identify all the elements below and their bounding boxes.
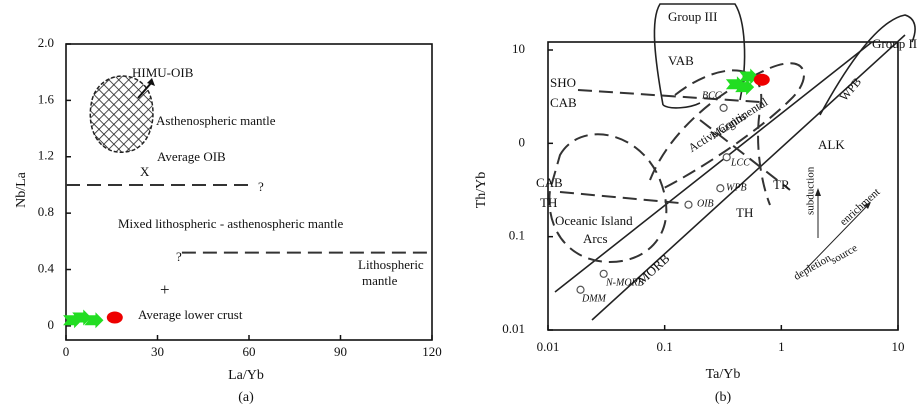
sample-marker: [106, 311, 123, 324]
x-tick-label: 0.1: [657, 339, 673, 354]
y-tick-label: 2.0: [38, 35, 54, 50]
sample-marker: [753, 73, 770, 86]
th-boundary: [559, 191, 691, 205]
x-axis-label: Ta/Yb: [706, 367, 741, 382]
annotation: Mixed lithospheric - asthenospheric mant…: [118, 216, 344, 231]
annotation: WPB: [726, 182, 747, 193]
plot-frame: [547, 41, 899, 331]
annotation: VAB: [668, 53, 694, 68]
arrow: [804, 204, 869, 271]
reference-point: [722, 153, 731, 162]
y-tick-label: 1.6: [38, 91, 55, 106]
annotation: Oceanic Island: [555, 213, 633, 228]
y-tick-label: 0.1: [509, 228, 525, 243]
sample-marker: [84, 312, 104, 329]
x-axis-label: La/Yb: [228, 368, 264, 383]
arrow: [137, 81, 153, 99]
y-tick-label: 0.8: [38, 204, 54, 219]
reference-point: [716, 184, 725, 193]
annotation: source: [829, 242, 860, 267]
y-tick-label: 0: [519, 134, 526, 149]
x-tick-label: 30: [151, 344, 164, 359]
acm-field: [649, 62, 805, 191]
arc-field: [548, 133, 668, 264]
group-ii-field: [819, 14, 916, 116]
cab-boundary: [577, 89, 761, 103]
arrow-head: [864, 202, 871, 209]
annotation: Arcs: [583, 231, 608, 246]
annotation: OIB: [697, 198, 714, 209]
reference-point: [599, 269, 608, 278]
tr-boundary: [699, 119, 791, 191]
annotation: Group III: [668, 9, 717, 24]
y-tick-label: 0.4: [38, 261, 55, 276]
annotation: subduction: [805, 166, 817, 215]
annotation: Group II: [872, 36, 917, 51]
x-tick-label: 10: [892, 339, 905, 354]
annotation: Margins: [708, 109, 749, 142]
annotation: enrichment: [838, 186, 883, 228]
acm-field: [674, 69, 771, 206]
annotation: DMM: [581, 293, 607, 304]
annotation: TR: [773, 177, 790, 192]
x-tick-label: 0.01: [537, 339, 560, 354]
annotation: BCC: [702, 90, 722, 101]
annotation: CAB: [550, 95, 577, 110]
reference-point: [719, 103, 728, 112]
arrow-head: [147, 78, 155, 86]
sample-marker: [735, 79, 755, 96]
reference-point: [684, 200, 693, 209]
annotation: Lithospheric: [358, 257, 424, 272]
annotation: ALK: [818, 137, 845, 152]
x-tick-label: 60: [243, 344, 256, 359]
annotation: TH: [540, 195, 557, 210]
annotation: Average lower crust: [138, 307, 243, 322]
annotation: Asthenospheric mantle: [156, 113, 276, 128]
annotation: +: [160, 280, 170, 299]
y-tick-label: 10: [512, 41, 525, 56]
y-tick-label: 0.01: [502, 321, 525, 336]
annotation: HIMU-OIB: [132, 65, 194, 80]
y-tick-label: 0: [48, 317, 55, 332]
annotation: ?: [176, 249, 182, 264]
array-line: [591, 34, 906, 321]
annotation: mantle: [362, 273, 398, 288]
x-tick-label: 90: [334, 344, 347, 359]
annotation: Average OIB: [157, 149, 226, 164]
himu-field: [89, 75, 154, 153]
sample-marker: [739, 68, 759, 85]
x-tick-label: 120: [422, 344, 442, 359]
annotation: depletion: [792, 252, 834, 283]
arrow-head: [815, 188, 821, 196]
y-axis-label: Nb/La: [14, 171, 29, 208]
x-tick-label: 1: [778, 339, 785, 354]
annotation: CAB: [536, 175, 563, 190]
annotation: ?: [258, 179, 264, 194]
group-iii-field: [653, 3, 746, 106]
reference-point: [576, 285, 585, 294]
annotation: N-MORB: [605, 277, 644, 288]
sample-marker: [72, 309, 92, 326]
annotation: TH: [736, 205, 753, 220]
array-line: [554, 41, 873, 293]
annotation: X: [140, 164, 150, 179]
y-tick-label: 1.2: [38, 148, 54, 163]
vab-field: [662, 102, 701, 109]
x-tick-label: 0: [63, 344, 70, 359]
annotation: SHO: [550, 75, 576, 90]
caption: (a): [238, 390, 254, 405]
y-axis-label: Th/Yb: [474, 172, 489, 209]
annotation: LCC: [730, 157, 750, 168]
caption: (b): [715, 390, 732, 405]
